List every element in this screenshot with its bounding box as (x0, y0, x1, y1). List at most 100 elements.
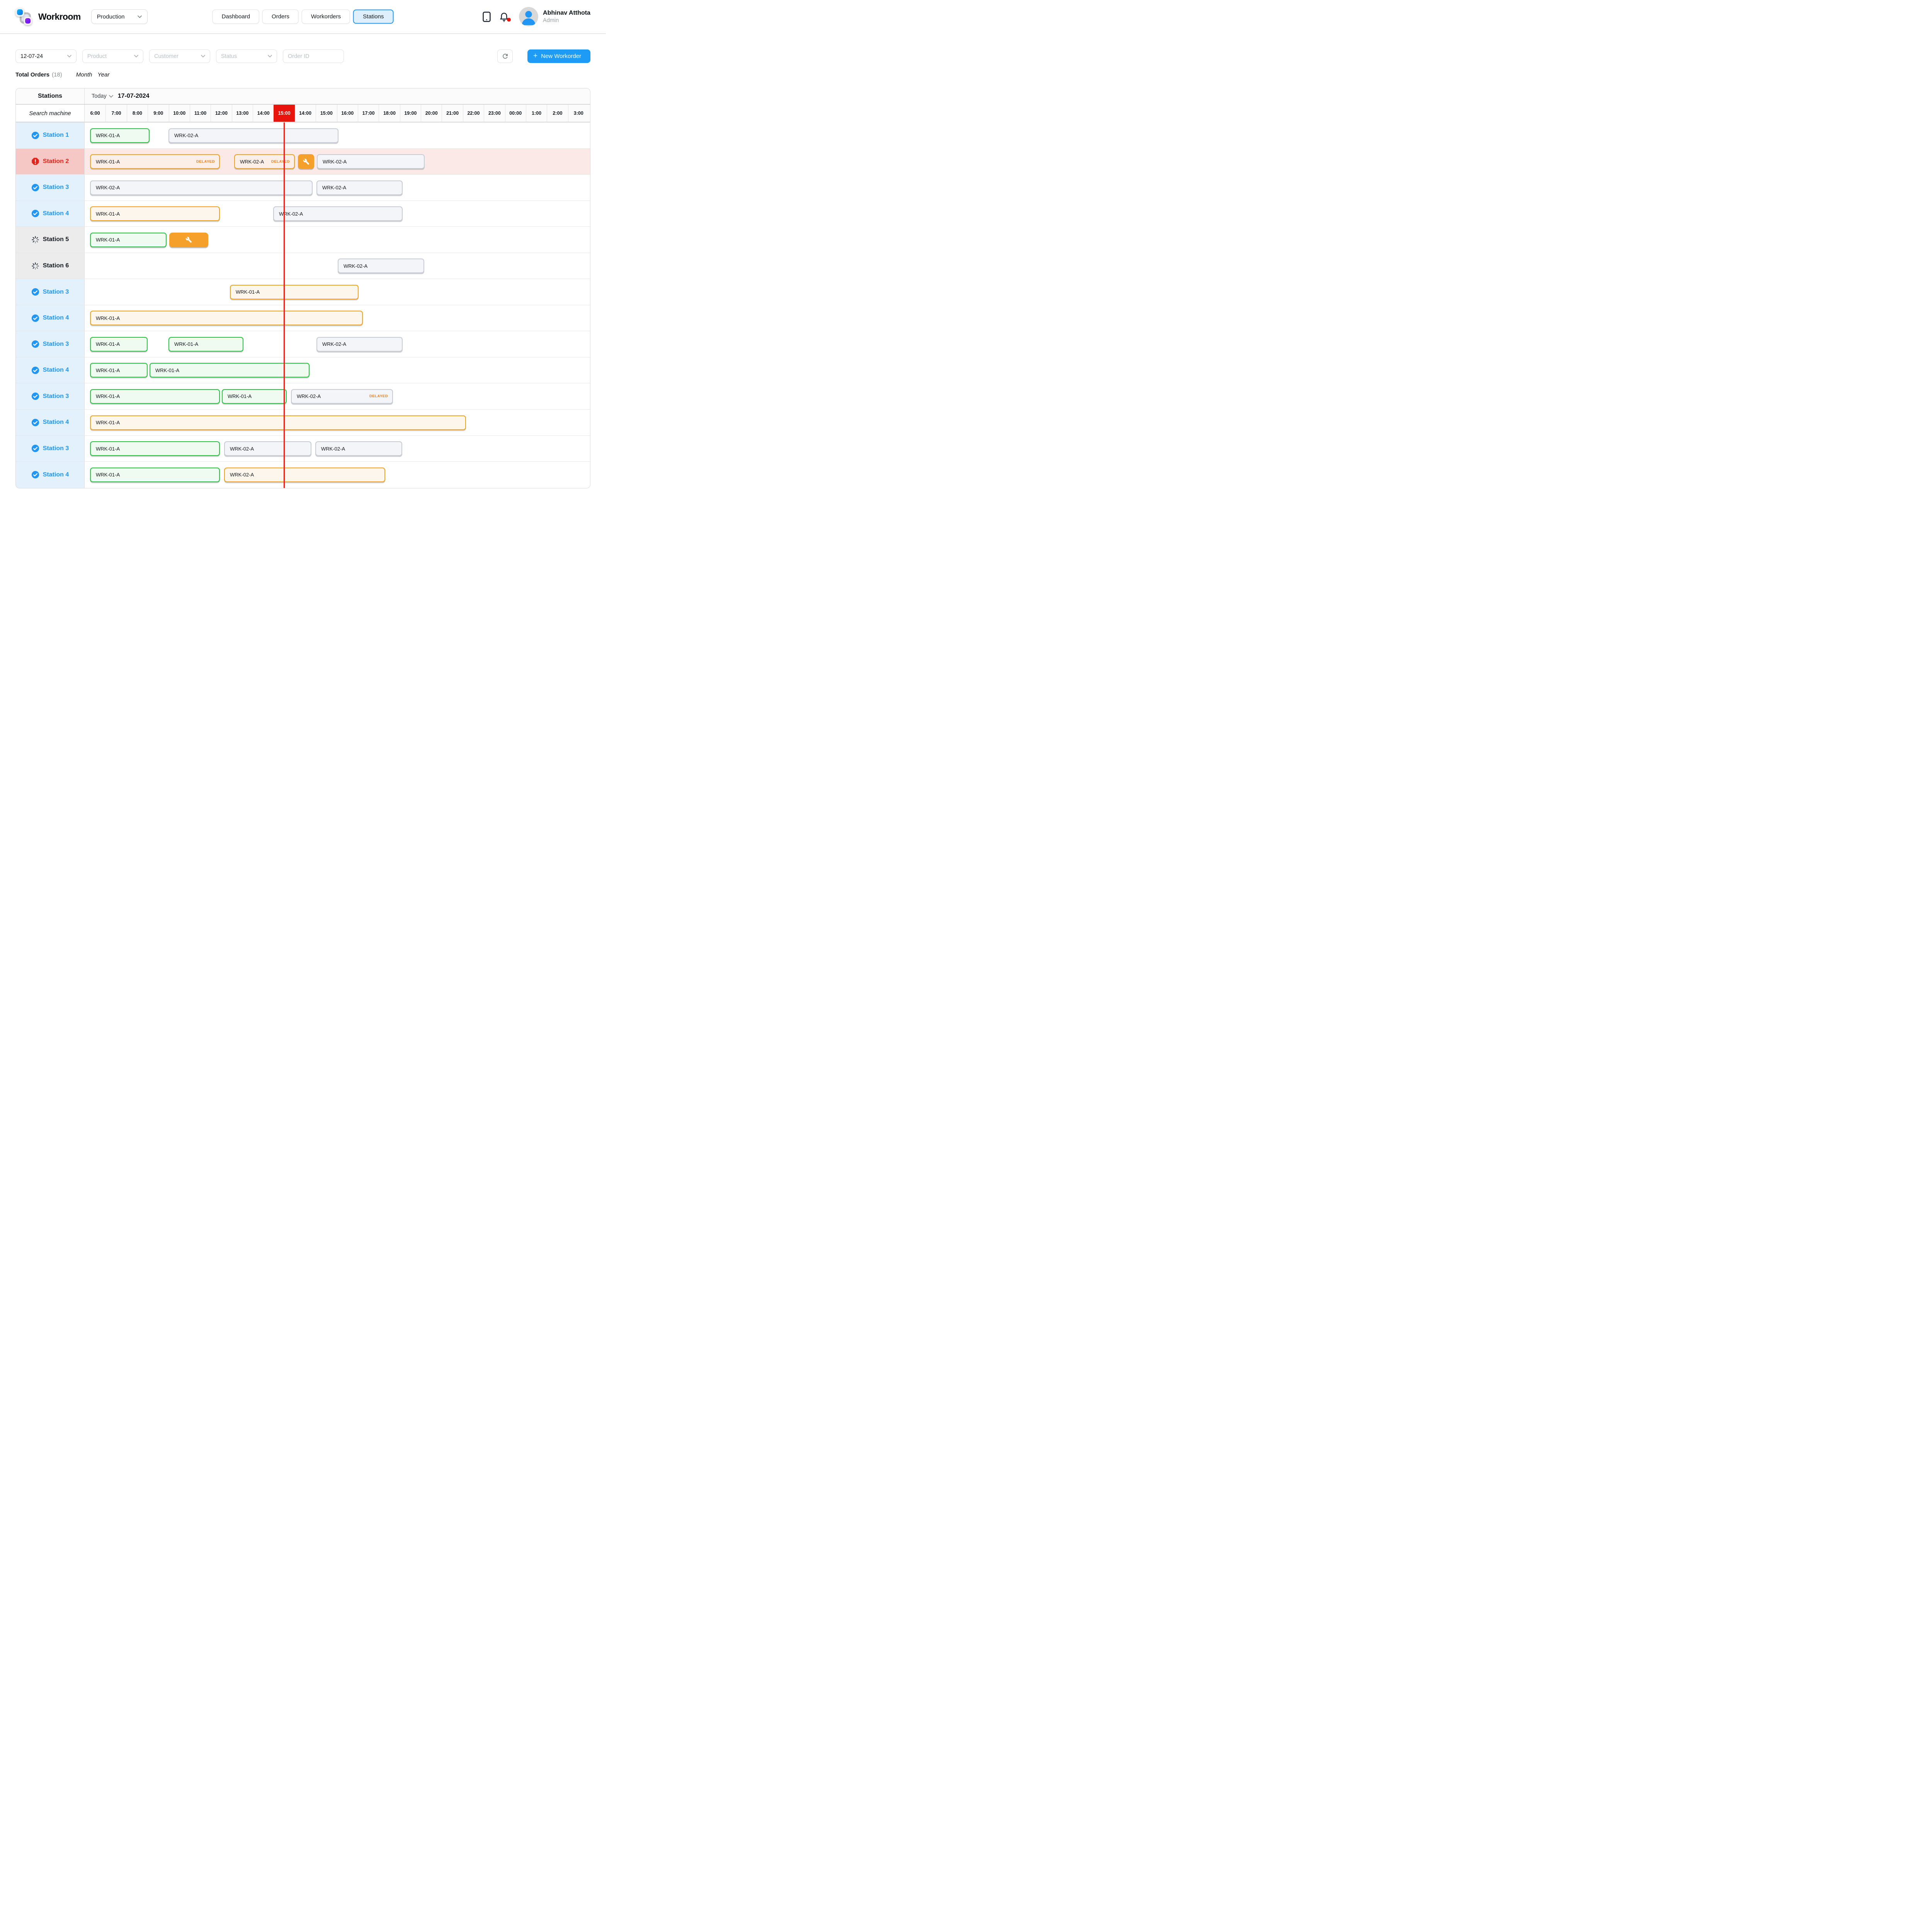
station-cell-station-4[interactable]: Station 4 (16, 357, 85, 383)
workorder-bar-wrk-02-a[interactable]: WRK-02-A (168, 128, 338, 143)
workorder-bar-wrk-01-a[interactable]: WRK-01-A (90, 128, 150, 143)
check-circle-icon (31, 393, 39, 400)
tab-orders[interactable]: Orders (262, 9, 299, 24)
station-cell-station-1[interactable]: Station 1 (16, 122, 85, 148)
workorder-label: WRK-01-A (96, 393, 120, 400)
spinner-icon (31, 236, 39, 243)
station-cell-station-3[interactable]: Station 3 (16, 279, 85, 305)
workorder-bar-wrk-02-a[interactable]: WRK-02-A (224, 441, 311, 456)
refresh-icon (502, 54, 508, 59)
station-cell-station-5[interactable]: Station 5 (16, 227, 85, 253)
refresh-button[interactable] (497, 49, 513, 63)
workorder-label: WRK-01-A (228, 393, 252, 400)
workorder-bar-wrk-02-a[interactable]: WRK-02-A (317, 154, 425, 169)
today-dropdown[interactable]: Today (92, 93, 113, 99)
notifications-bell-icon[interactable] (499, 12, 511, 22)
workorder-label: WRK-02-A (323, 158, 347, 165)
status-filter-select[interactable]: Status (216, 49, 277, 63)
time-cell: 19:00 (400, 105, 421, 122)
workorder-bar-wrk-02-a[interactable]: WRK-02-A (90, 180, 313, 195)
workorder-bar-wrk-02-a[interactable]: WRK-02-A (273, 206, 403, 221)
new-workorder-button[interactable]: + New Workorder (527, 49, 590, 63)
station-cell-station-4[interactable]: Station 4 (16, 201, 85, 227)
workorder-label: WRK-01-A (174, 341, 199, 347)
tab-dashboard[interactable]: Dashboard (212, 9, 260, 24)
station-row: Station 1 WRK-01-A WRK-02-A (16, 122, 590, 149)
workorder-bar-wrk-01-a[interactable]: WRK-01-A DELAYED (90, 154, 220, 169)
main-nav: Dashboard Orders Workorders Stations (212, 9, 394, 24)
machine-search-input[interactable]: Search machine (16, 105, 85, 122)
station-name: Station 3 (43, 288, 69, 295)
station-name: Station 3 (43, 393, 69, 400)
station-cell-station-3[interactable]: Station 3 (16, 383, 85, 410)
maintenance-wrench-block[interactable] (169, 232, 208, 247)
workorder-bar-wrk-02-a[interactable]: WRK-02-A (315, 441, 402, 456)
workorder-bar-wrk-02-a[interactable]: WRK-02-A (316, 180, 403, 195)
workorder-label: WRK-02-A (174, 133, 199, 138)
time-cell: 12:00 (211, 105, 231, 122)
customer-filter-select[interactable]: Customer (149, 49, 210, 63)
workorder-bar-wrk-01-a[interactable]: WRK-01-A (90, 232, 167, 247)
station-row: Station 3 WRK-01-A (16, 279, 590, 305)
workorder-bar-wrk-01-a[interactable]: WRK-01-A (230, 284, 359, 299)
workorder-bar-wrk-02-a[interactable]: WRK-02-A DELAYED (234, 154, 295, 169)
workorder-bar-wrk-02-a[interactable]: WRK-02-A (338, 259, 424, 274)
station-row: Station 4 WRK-01-A WRK-01-A (16, 357, 590, 384)
workorder-bar-wrk-01-a[interactable]: WRK-01-A (90, 467, 220, 482)
station-row: Station 4 WRK-01-A WRK-02-A (16, 201, 590, 227)
order-id-input[interactable] (283, 49, 344, 63)
station-cell-station-4[interactable]: Station 4 (16, 462, 85, 488)
workorder-bar-wrk-01-a[interactable]: WRK-01-A (90, 206, 220, 221)
workorder-bar-wrk-01-a[interactable]: WRK-01-A (90, 311, 363, 326)
workorder-bar-wrk-01-a[interactable]: WRK-01-A (90, 441, 220, 456)
station-row: Station 4 WRK-01-A WRK-02-A (16, 462, 590, 488)
avatar[interactable] (519, 7, 539, 26)
station-name: Station 3 (43, 445, 69, 452)
date-filter-select[interactable]: 12-07-24 (15, 49, 77, 63)
tab-workorders[interactable]: Workorders (301, 9, 350, 24)
workorder-bar-wrk-01-a[interactable]: WRK-01-A (168, 337, 243, 352)
station-cell-station-4[interactable]: Station 4 (16, 410, 85, 435)
year-toggle[interactable]: Year (97, 71, 110, 78)
stations-column-header: Stations (16, 88, 85, 104)
workorder-bar-wrk-02-a[interactable]: WRK-02-A DELAYED (291, 389, 393, 404)
time-cell: 14:00 (253, 105, 274, 122)
workorder-bar-wrk-01-a[interactable]: WRK-01-A (90, 337, 148, 352)
station-cell-station-4[interactable]: Station 4 (16, 305, 85, 331)
station-cell-station-3[interactable]: Station 3 (16, 435, 85, 462)
workorder-bar-wrk-01-a[interactable]: WRK-01-A (150, 363, 310, 378)
workorder-label: WRK-01-A (96, 158, 120, 165)
station-row: Station 3 WRK-02-A WRK-02-A (16, 175, 590, 201)
station-cell-station-2[interactable]: Station 2 (16, 148, 85, 175)
check-circle-icon (31, 418, 39, 426)
maintenance-wrench-block[interactable] (298, 154, 314, 169)
workorder-label: WRK-01-A (96, 472, 120, 478)
station-name: Station 1 (43, 132, 69, 139)
chevron-down-icon (268, 55, 272, 58)
station-cell-station-6[interactable]: Station 6 (16, 253, 85, 279)
workorder-label: WRK-02-A (322, 341, 347, 347)
product-filter-select[interactable]: Product (82, 49, 143, 63)
user-name: Abhinav Atthota (543, 9, 590, 16)
tab-stations[interactable]: Stations (353, 9, 394, 24)
station-track: WRK-01-A (85, 227, 590, 253)
workorder-bar-wrk-02-a[interactable]: WRK-02-A (224, 467, 385, 482)
device-icon[interactable] (483, 11, 491, 22)
environment-select[interactable]: Production (91, 9, 148, 24)
workorder-bar-wrk-01-a[interactable]: WRK-01-A (90, 415, 466, 430)
workorder-bar-wrk-02-a[interactable]: WRK-02-A (316, 337, 403, 352)
delayed-badge: DELAYED (271, 159, 290, 164)
station-cell-station-3[interactable]: Station 3 (16, 331, 85, 357)
spinner-icon (31, 262, 39, 270)
check-circle-icon (31, 210, 39, 218)
workorder-bar-wrk-01-a[interactable]: WRK-01-A (90, 363, 148, 378)
date-header: Today 17-07-2024 (85, 88, 590, 104)
month-toggle[interactable]: Month (76, 71, 92, 78)
station-cell-station-3[interactable]: Station 3 (16, 175, 85, 201)
total-orders-count: (18) (52, 71, 62, 78)
summary-row: Total Orders (18) Month Year (15, 71, 590, 78)
station-name: Station 4 (43, 210, 69, 217)
workorder-bar-wrk-01-a[interactable]: WRK-01-A (222, 389, 287, 404)
check-circle-icon (31, 131, 39, 139)
workorder-bar-wrk-01-a[interactable]: WRK-01-A (90, 389, 220, 404)
